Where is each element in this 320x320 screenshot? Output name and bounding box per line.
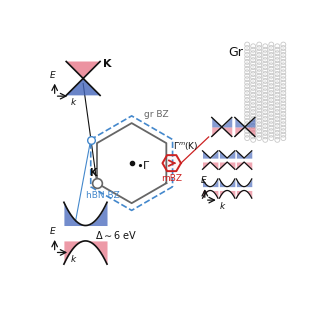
Text: E: E (200, 176, 206, 186)
Text: $\bullet\Gamma$: $\bullet\Gamma$ (135, 159, 151, 171)
Polygon shape (163, 155, 181, 171)
Text: k: k (71, 99, 76, 108)
Text: mBZ: mBZ (161, 174, 182, 183)
Text: E: E (50, 71, 56, 80)
Text: E: E (50, 227, 56, 236)
Text: gr BZ: gr BZ (144, 110, 169, 119)
Polygon shape (66, 61, 100, 78)
Text: k: k (71, 255, 76, 264)
Text: k: k (220, 203, 225, 212)
Polygon shape (66, 78, 100, 95)
Text: hBN BZ: hBN BZ (86, 191, 120, 201)
Text: K: K (103, 59, 112, 69)
Text: $\Gamma^m$(K): $\Gamma^m$(K) (173, 140, 199, 152)
Text: K: K (89, 168, 97, 178)
Text: $\Delta\sim6$ eV: $\Delta\sim6$ eV (95, 229, 137, 241)
Text: Gr: Gr (228, 46, 243, 59)
